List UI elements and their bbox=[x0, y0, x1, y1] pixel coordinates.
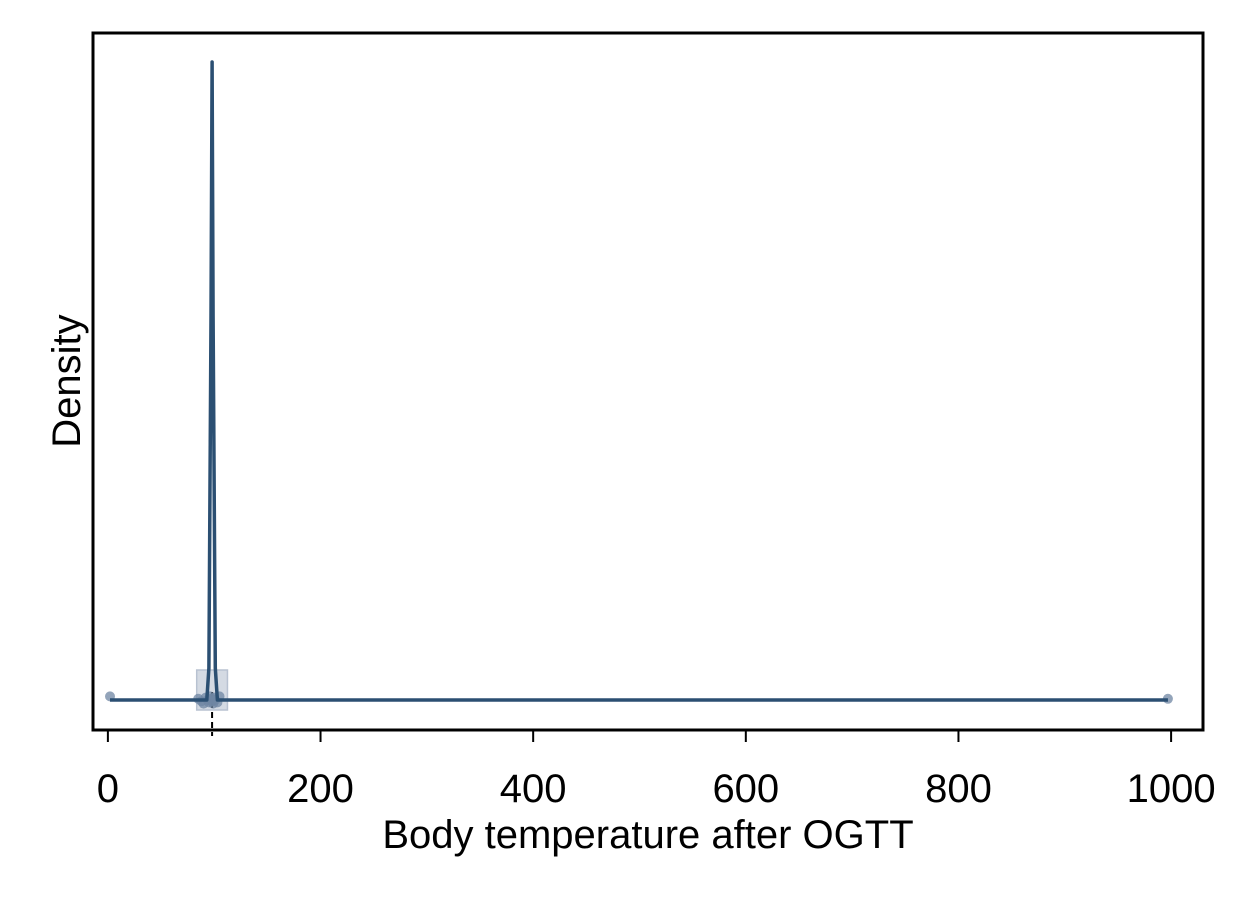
x-tick-label: 1000 bbox=[1127, 767, 1216, 811]
x-axis-ticks: 0 200 400 600 800 1000 bbox=[97, 730, 1216, 811]
y-axis-title: Density bbox=[45, 314, 89, 447]
x-axis-title: Body temperature after OGTT bbox=[382, 813, 913, 857]
x-tick-label: 400 bbox=[500, 767, 567, 811]
density-curve bbox=[110, 60, 1168, 702]
x-tick-label: 0 bbox=[97, 767, 119, 811]
plot-frame bbox=[91, 31, 1205, 732]
x-tick-label: 600 bbox=[712, 767, 779, 811]
x-tick-label: 800 bbox=[925, 767, 992, 811]
chart-marks bbox=[105, 60, 1173, 736]
x-tick-label: 200 bbox=[287, 767, 354, 811]
